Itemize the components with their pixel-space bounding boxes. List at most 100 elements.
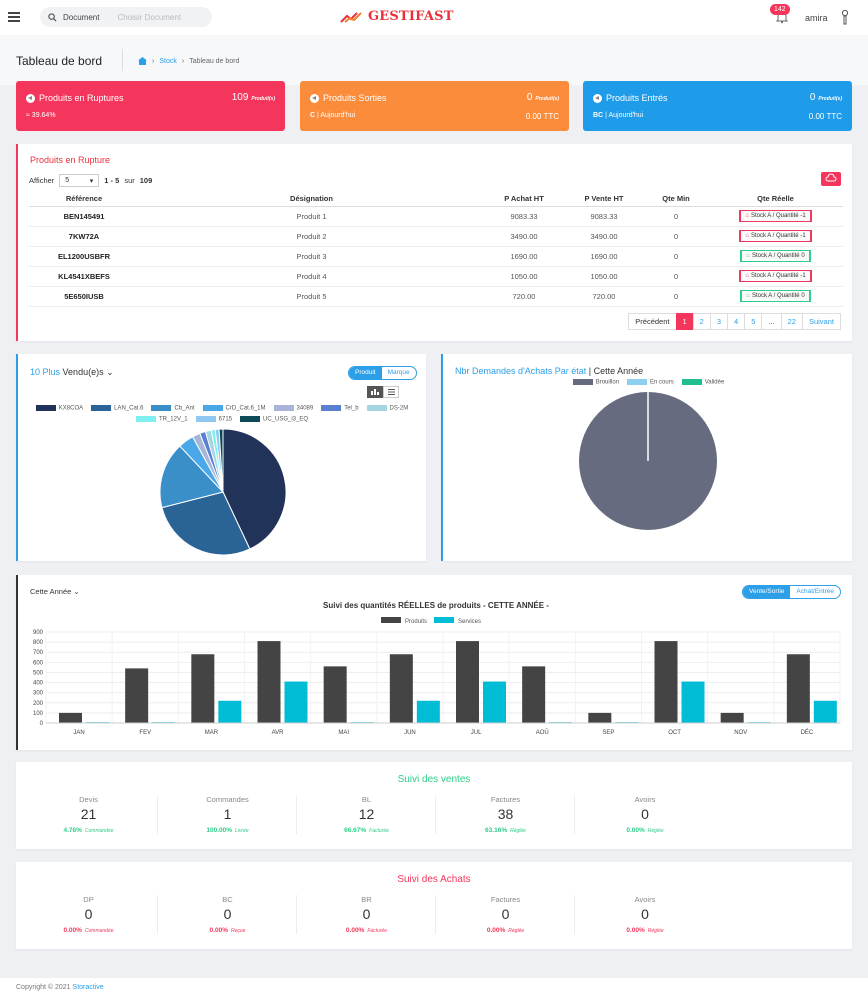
- legend-item[interactable]: CrD_Cat.6_1M: [202, 405, 266, 412]
- bar-produits[interactable]: [786, 654, 810, 723]
- stat-card-ruptures[interactable]: Produits en Ruptures 109 Produit(s) ≈ 39.…: [16, 81, 285, 131]
- toggle-achat[interactable]: Achat/Entrée: [796, 588, 834, 595]
- pager-next[interactable]: Suivant: [801, 313, 841, 330]
- col-header-pvente[interactable]: P Vente HT: [564, 191, 644, 207]
- summary-bl[interactable]: BL 12 66.67% Facturée: [298, 795, 436, 834]
- pager-page-5[interactable]: 5: [744, 313, 763, 330]
- summary-label: Avoirs: [634, 795, 656, 804]
- table-row[interactable]: EL1200USBFR Produit 3 1690.00 1690.00 0 ⌂ Stoc…: [29, 246, 843, 267]
- summary-factures[interactable]: Factures 38 63.16% Réglée: [437, 795, 575, 834]
- table-row[interactable]: KL4541XBEFS Produit 4 1050.00 1050.00 0 ⌂ Stoc…: [29, 266, 843, 287]
- pie-slice[interactable]: [161, 491, 251, 556]
- list-view-button[interactable]: [383, 386, 399, 398]
- bar-produits[interactable]: [59, 712, 82, 723]
- legend-item[interactable]: En cours: [627, 379, 674, 386]
- bar-produits[interactable]: [720, 712, 744, 723]
- summary-br[interactable]: BR 0 0.00% Facturée: [298, 895, 436, 934]
- col-header-designation[interactable]: Désignation: [139, 191, 484, 207]
- row-pvente: 9083.33: [564, 206, 644, 227]
- pager-prev[interactable]: Précédent: [628, 313, 677, 330]
- table-row[interactable]: 5E650IUSB Produit 5 720.00 720.00 0 ⌂ Stock A …: [29, 286, 843, 307]
- page-size-select[interactable]: 5 ▾: [59, 174, 100, 187]
- ventes-title: Suivi des ventes: [397, 774, 471, 785]
- summary-commandes[interactable]: Commandes 1 100.00% Livrée: [159, 795, 297, 834]
- col-header-pachat[interactable]: P Achat HT: [484, 191, 564, 207]
- legend-item[interactable]: 6715: [195, 415, 232, 422]
- pie-slice[interactable]: [218, 428, 224, 493]
- bar-produits[interactable]: [522, 666, 546, 723]
- table-row[interactable]: BEN145491 Produit 1 9083.33 9083.33 0 ⌂ Stock …: [29, 206, 843, 227]
- summary-devis[interactable]: Devis 21 4.76% Commandée: [20, 795, 158, 834]
- top-sold-title[interactable]: 10 Plus Vendu(e)s ⌄: [30, 367, 114, 378]
- bar-produits[interactable]: [588, 712, 612, 723]
- bar-produits[interactable]: [191, 654, 215, 723]
- brand-logo[interactable]: GESTIFAST: [340, 9, 454, 24]
- bar-produits[interactable]: [389, 654, 413, 723]
- legend-item[interactable]: Validée: [681, 379, 724, 386]
- user-avatar-icon[interactable]: [838, 9, 852, 25]
- legend-item[interactable]: TR_12V_1: [135, 415, 188, 422]
- username[interactable]: amira: [805, 13, 828, 23]
- summary-avoirs[interactable]: Avoirs 0 0.00% Réglée: [576, 795, 714, 834]
- legend-item[interactable]: KX8COA: [35, 405, 83, 412]
- footer-link[interactable]: Storactive: [72, 984, 104, 991]
- summary-note: Réglée: [647, 828, 664, 834]
- menu-icon[interactable]: [8, 12, 20, 22]
- pager-page-2[interactable]: 2: [692, 313, 711, 330]
- summary-note: Commandée: [84, 928, 114, 934]
- x-tick-label: JAN: [73, 730, 84, 736]
- bar-services[interactable]: [416, 700, 440, 723]
- bar-services[interactable]: [218, 700, 242, 723]
- home-icon[interactable]: [138, 57, 147, 65]
- bar-produits[interactable]: [456, 641, 479, 723]
- bar-produits[interactable]: [323, 666, 347, 723]
- legend-item[interactable]: Cb_Ant: [151, 405, 195, 412]
- period-select[interactable]: Cette Année ⌄: [30, 587, 80, 596]
- legend-item[interactable]: LAN_Cat.6: [91, 405, 143, 412]
- table-row[interactable]: 7KW72A Produit 2 3490.00 3490.00 0 ⌂ Stock A /…: [29, 226, 843, 247]
- bar-produits[interactable]: [125, 668, 149, 723]
- pager-page-4[interactable]: 4: [727, 313, 746, 330]
- summary-bc[interactable]: BC 0 0.00% Reçue: [159, 895, 297, 934]
- pager-page-22[interactable]: 22: [780, 313, 803, 330]
- row-qtemin: 0: [644, 286, 708, 307]
- summary-value: 12: [358, 806, 375, 822]
- col-header-qtereelle[interactable]: Qte Réelle: [708, 191, 843, 207]
- pie-slice[interactable]: [222, 428, 287, 550]
- pager-page-3[interactable]: 3: [709, 313, 729, 330]
- stat-card-entres[interactable]: Produits Entrés 0 Produit(s) BC | Aujourd…: [583, 81, 852, 131]
- legend-item[interactable]: Brouillon: [572, 379, 619, 386]
- summary-factures[interactable]: Factures 0 0.00% Réglée: [437, 895, 575, 934]
- bar-produits[interactable]: [654, 641, 678, 723]
- stat-card-sorties[interactable]: Produits Sorties 0 Produit(s) C | Aujourd…: [300, 81, 569, 131]
- search-input[interactable]: Choisir Document: [117, 12, 182, 22]
- pie-legend: Brouillon En cours Validée: [443, 379, 854, 386]
- achats-summary-card: Suivi des Achats DP 0 0.00% Commandée BC 0 0.0…: [16, 862, 852, 949]
- toggle-vente[interactable]: Vente/Sortie: [743, 586, 791, 598]
- toggle-produit[interactable]: Produit: [349, 367, 382, 379]
- summary-dp[interactable]: DP 0 0.00% Commandée: [20, 895, 158, 934]
- bar-services[interactable]: [813, 700, 837, 723]
- bar-produits[interactable]: [257, 641, 281, 723]
- y-tick-label: 900: [33, 630, 44, 636]
- legend-item[interactable]: Tel_b: [321, 405, 359, 412]
- bar-services[interactable]: [284, 681, 308, 723]
- bar-services[interactable]: [681, 681, 705, 723]
- vente-achat-toggle: Vente/Sortie Achat/Entrée: [742, 585, 841, 599]
- search-box[interactable]: Document Choisir Document: [40, 7, 212, 27]
- bar-services[interactable]: [483, 681, 506, 723]
- summary-avoirs[interactable]: Avoirs 0 0.00% Réglée: [576, 895, 714, 934]
- col-header-ref[interactable]: Référence: [29, 191, 139, 207]
- export-button[interactable]: [821, 172, 841, 186]
- legend-item[interactable]: DS-2M: [366, 405, 408, 412]
- chart-view-button[interactable]: [367, 386, 383, 398]
- legend-item[interactable]: 34089: [273, 405, 313, 412]
- breadcrumb-stock[interactable]: Stock: [159, 57, 177, 65]
- stat-percent: 39.64%: [31, 112, 56, 119]
- search-scope[interactable]: Document: [63, 12, 100, 22]
- pie-slice[interactable]: [159, 445, 224, 509]
- col-header-qtemin[interactable]: Qte Min: [644, 191, 708, 207]
- legend-item[interactable]: UC_USG_i3_EQ: [240, 415, 308, 422]
- toggle-marque[interactable]: Marque: [387, 369, 410, 376]
- pager-page-1[interactable]: 1: [675, 313, 694, 330]
